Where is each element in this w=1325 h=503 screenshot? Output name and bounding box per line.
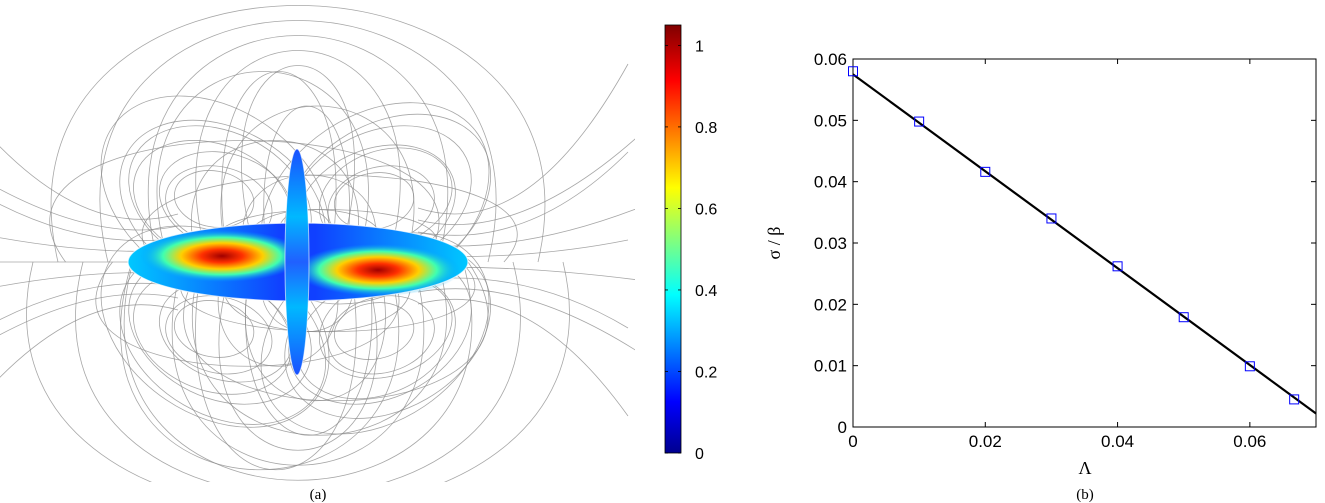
y-tick-label: 0.04 <box>814 173 847 192</box>
field-line-76 <box>50 5 546 263</box>
data-point <box>980 166 991 177</box>
field-line-36 <box>173 300 255 358</box>
field-line-52 <box>417 138 635 226</box>
field-line-54 <box>417 151 629 236</box>
data-point <box>1244 361 1255 372</box>
field-line-69 <box>218 261 378 451</box>
field-line-75 <box>75 261 521 482</box>
field-line-18 <box>221 71 337 263</box>
hot-lobe-right <box>296 244 460 296</box>
colorbar-bar <box>664 24 682 454</box>
field-line-50 <box>417 63 629 215</box>
y-tick-label: 0.06 <box>814 50 847 69</box>
colorbar-tick-label: 0 <box>695 446 704 463</box>
field-line-62 <box>417 277 629 329</box>
x-tick-label: 0 <box>848 432 857 451</box>
hot-lobe-left <box>140 230 304 282</box>
data-point <box>914 116 925 127</box>
field-line-67 <box>0 304 179 378</box>
field-line-14 <box>49 140 440 263</box>
field-line-63 <box>0 282 179 321</box>
colorbar-tick-label: 0.2 <box>695 364 717 381</box>
field-line-64 <box>417 288 635 351</box>
panel-b: 0 0.02 0.04 0.06 0 0.01 0.02 0.03 0.04 0.05 0.06 Λ… <box>764 50 1317 503</box>
field-line-53 <box>0 188 179 231</box>
data-point <box>1112 261 1123 272</box>
field-line-16 <box>263 105 350 263</box>
field-line-72 <box>147 35 449 263</box>
field-line-6 <box>220 105 415 263</box>
field-line-55 <box>0 203 179 242</box>
y-tick-label: 0.05 <box>814 111 847 130</box>
x-tick-label: 0.06 <box>1233 432 1266 451</box>
y-tick-label: 0.01 <box>814 357 847 376</box>
field-line-5 <box>244 261 386 402</box>
x-tick-label: 0.02 <box>969 432 1002 451</box>
field-line-22 <box>173 170 255 228</box>
vertical-disc <box>284 148 310 376</box>
y-tick-label: 0.02 <box>814 295 847 314</box>
y-axis-label: σ / β <box>764 227 784 260</box>
field-line-77 <box>26 261 570 482</box>
field-line-8 <box>156 71 369 263</box>
data-point <box>1178 312 1189 323</box>
field-line-73 <box>123 261 473 481</box>
field-line-74 <box>99 20 497 263</box>
panel-a <box>0 5 635 482</box>
colorbar-tick-label: 0.4 <box>695 283 717 300</box>
field-line-17 <box>245 261 373 436</box>
field-line-13 <box>95 261 400 367</box>
colorbar-ticks: 0 0.2 0.4 0.6 0.8 1 <box>665 38 717 463</box>
field-line-56 <box>417 208 635 247</box>
colorbar: 0 0.2 0.4 0.6 0.8 1 <box>664 24 717 463</box>
field-line-3 <box>217 261 339 367</box>
colorbar-tick-label: 0.8 <box>695 120 717 137</box>
data-point <box>1289 394 1300 405</box>
field-line-66 <box>417 298 629 417</box>
plot-b: 0 0.02 0.04 0.06 0 0.01 0.02 0.03 0.04 0.05 0.06 <box>814 50 1317 451</box>
caption-a: (a) <box>310 487 327 503</box>
field-line-9 <box>120 261 400 471</box>
field-line-65 <box>0 293 179 336</box>
field-line-4 <box>191 140 359 263</box>
field-line-71 <box>171 261 425 466</box>
colorbar-tick-label: 1 <box>695 38 704 55</box>
data-point <box>848 66 858 77</box>
field-line-43 <box>333 302 415 360</box>
y-tick-label: 0.03 <box>814 234 847 253</box>
caption-b: (b) <box>1076 487 1094 503</box>
field-line-19 <box>195 261 357 470</box>
x-tick-label: 0.04 <box>1101 432 1134 451</box>
field-line-51 <box>0 146 179 220</box>
field-line-68 <box>241 65 355 263</box>
colorbar-tick-label: 0.6 <box>695 201 717 218</box>
y-tick-label: 0 <box>838 418 847 437</box>
fit-line <box>852 73 1317 415</box>
data-point <box>1046 213 1057 224</box>
field-line-70 <box>195 50 401 263</box>
x-axis-label: Λ <box>1078 458 1091 478</box>
